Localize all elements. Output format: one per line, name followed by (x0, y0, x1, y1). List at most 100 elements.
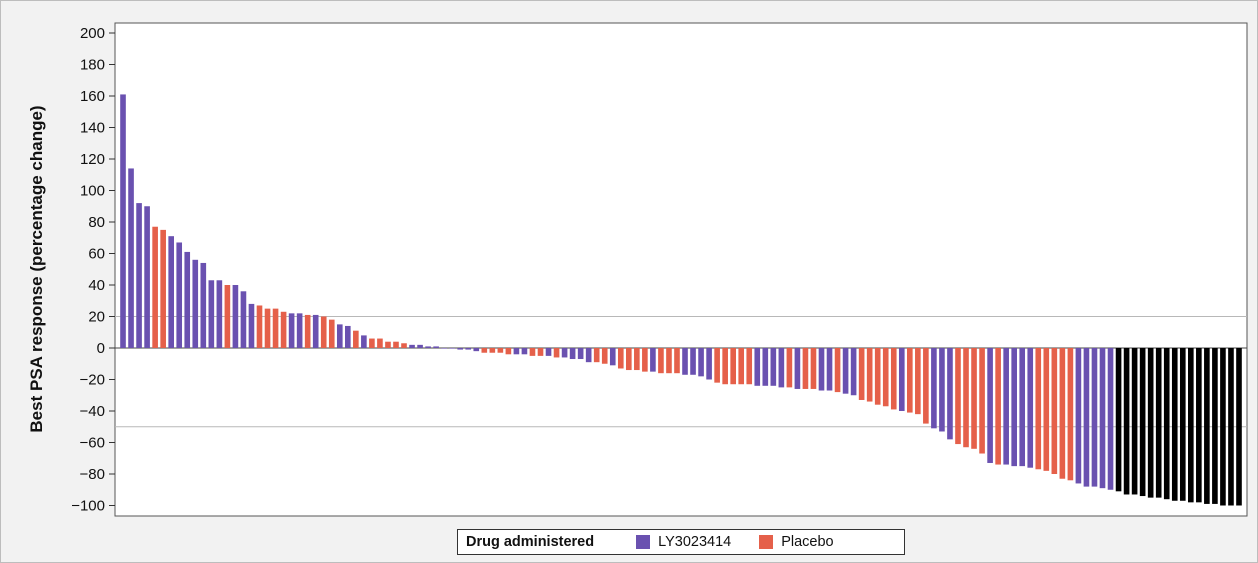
bar (617, 348, 624, 369)
y-tick-label: 180 (80, 57, 105, 74)
bar (529, 348, 536, 356)
bar (1139, 348, 1146, 497)
y-tick-label: 160 (80, 88, 105, 105)
bar (473, 348, 480, 352)
bar (1067, 348, 1074, 481)
bar (288, 313, 295, 348)
bar (674, 348, 680, 374)
legend-swatch-ly3023414 (636, 535, 651, 549)
bar (497, 348, 504, 353)
y-tick-label: 140 (80, 120, 105, 137)
bar (168, 236, 174, 348)
bar (465, 348, 472, 350)
bar (650, 348, 656, 372)
bar (144, 206, 150, 348)
bar (778, 348, 785, 388)
bar (1188, 348, 1194, 503)
bar (369, 338, 375, 348)
bar (995, 348, 1001, 465)
y-tick-label: −80 (80, 466, 105, 483)
bar (609, 348, 616, 366)
bar (882, 348, 889, 407)
bar (208, 280, 215, 348)
bar (915, 348, 921, 415)
bar (874, 348, 881, 405)
y-tick-label: −60 (80, 435, 105, 452)
bar (1123, 348, 1130, 495)
bar (786, 348, 793, 388)
legend-swatch-placebo (759, 535, 774, 549)
legend: Drug administered LY3023414 Placebo (457, 529, 905, 555)
bar (377, 338, 383, 348)
y-tick-label: 0 (97, 340, 105, 357)
bar (152, 226, 158, 348)
bar (433, 346, 439, 348)
bar (963, 348, 969, 448)
bar (971, 348, 977, 449)
bar (345, 325, 351, 348)
plot-area (114, 22, 1248, 517)
bar (1035, 348, 1042, 470)
bar (1027, 348, 1034, 468)
bar (866, 348, 873, 402)
bar (336, 324, 343, 349)
bar (280, 311, 287, 348)
bar (642, 348, 648, 372)
bar (1179, 348, 1186, 501)
bar (1107, 348, 1114, 490)
bar (449, 348, 455, 349)
bar (240, 291, 247, 348)
bar (417, 344, 423, 348)
bar (1075, 348, 1082, 484)
y-tick-label: 200 (80, 25, 105, 42)
bar (1147, 348, 1154, 498)
bar (593, 348, 600, 363)
bar (1051, 348, 1058, 474)
bar (1131, 348, 1138, 495)
bar (505, 348, 512, 355)
bar (850, 348, 857, 396)
bar (312, 314, 319, 348)
bar (521, 348, 528, 355)
bar (224, 285, 231, 348)
bar (658, 348, 664, 374)
legend-label-placebo: Placebo (781, 534, 834, 550)
bar (320, 316, 327, 348)
bar (1155, 348, 1162, 498)
bar (1228, 348, 1234, 506)
y-tick-label: 100 (80, 183, 105, 200)
bar (248, 303, 255, 348)
bar (401, 343, 407, 348)
y-axis-label: Best PSA response (percentage change) (27, 105, 46, 432)
bar (947, 348, 953, 440)
bar (794, 348, 801, 389)
bar (160, 229, 166, 349)
bar (601, 348, 608, 364)
bar (898, 348, 905, 411)
y-tick-label: −20 (80, 372, 105, 389)
bar (907, 348, 913, 413)
bar (762, 348, 769, 386)
bar (1236, 348, 1242, 506)
bar (569, 348, 576, 360)
y-tick-label: 20 (88, 309, 105, 326)
bar (393, 341, 399, 348)
bar (818, 348, 825, 391)
bar (714, 348, 720, 383)
bar (120, 94, 126, 349)
bar (1059, 348, 1066, 479)
bar (537, 348, 544, 356)
bar (272, 308, 279, 349)
bar (409, 344, 415, 348)
bar (1115, 348, 1122, 492)
bar (1163, 348, 1170, 500)
bar (441, 348, 447, 349)
bar (1171, 348, 1178, 501)
bar (738, 348, 745, 385)
bar (232, 285, 239, 348)
bar (136, 203, 142, 348)
y-tick-label: −100 (71, 498, 105, 515)
legend-title: Drug administered (466, 534, 595, 550)
bar (1220, 348, 1226, 506)
bar (296, 313, 303, 348)
